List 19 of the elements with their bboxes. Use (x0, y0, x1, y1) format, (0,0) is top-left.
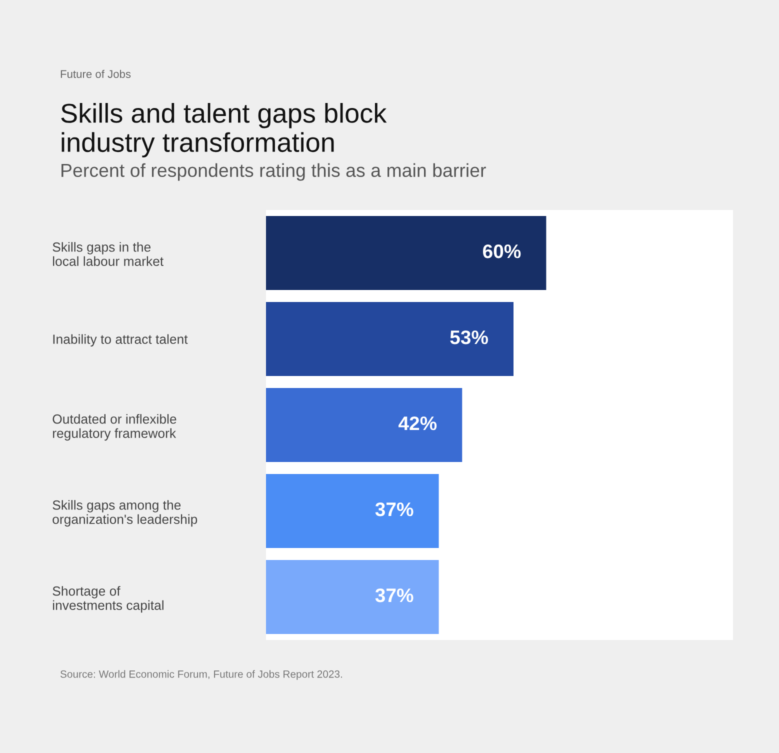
y-tick-label: Skills gaps in the local labour market (52, 242, 164, 266)
bar (266, 474, 439, 548)
y-tick-label: Skills gaps among the organization's leadership (52, 500, 198, 527)
source-note: Source: World Economic Forum, Future of Jobs Report 2023. (60, 670, 342, 680)
x-axis-title: Percent of respondents rating this as a main barrier (62, 163, 486, 181)
data-label: 42% (398, 416, 437, 430)
data-label: 60% (482, 244, 521, 258)
bar (266, 302, 514, 376)
y-tick-label: Shortage of investments capital (52, 586, 164, 613)
data-label: 37% (375, 588, 414, 602)
y-tick-label: Inability to attract talent (53, 334, 188, 347)
y-tick-label: Outdated or inflexible regulatory framework (52, 414, 176, 441)
bar (266, 216, 546, 290)
bar (266, 560, 439, 634)
data-label: 37% (375, 502, 414, 516)
chart-title: Skills and talent gaps block industry transformation (61, 103, 387, 158)
text: Future of Jobs (60, 70, 131, 78)
bar (266, 388, 462, 462)
data-label: 53% (450, 330, 488, 344)
